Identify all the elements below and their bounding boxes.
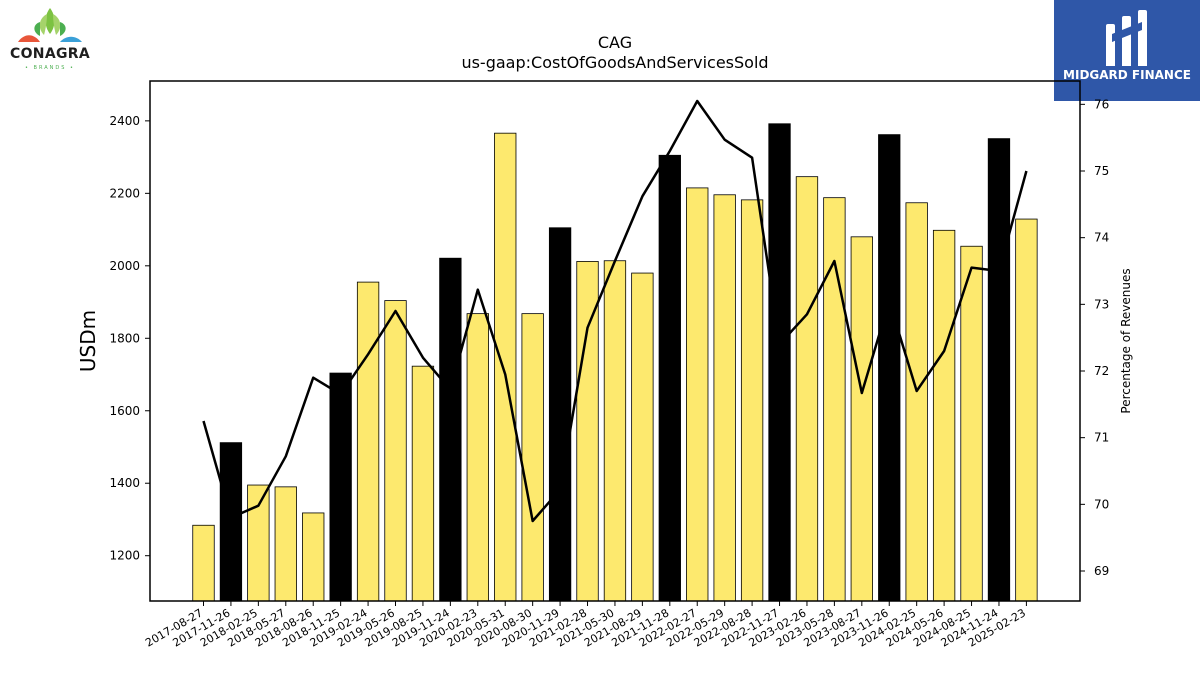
bar-2025-02-23 bbox=[1015, 218, 1038, 602]
bar-2017-11-26 bbox=[219, 442, 243, 602]
bar-2021-05-30 bbox=[603, 260, 627, 602]
bar-2018-02-25 bbox=[247, 484, 270, 602]
midgard-brand-name: MIDGARD FINANCE bbox=[1063, 68, 1191, 82]
y2-tick-label: 70 bbox=[1094, 497, 1109, 511]
bar-2022-11-27 bbox=[768, 123, 791, 602]
conagra-logo: CONAGRA • BRANDS • bbox=[0, 0, 100, 80]
bar-2020-05-31 bbox=[494, 132, 517, 602]
y-axis: 1200 1400 1600 1800 2000 2200 2400 bbox=[109, 114, 150, 563]
y2-tick-label: 71 bbox=[1094, 431, 1109, 445]
chart-title: CAG bbox=[598, 33, 632, 52]
bar-2022-02-27 bbox=[686, 187, 709, 602]
bar-2023-08-27 bbox=[850, 236, 873, 602]
y2-tick-label: 75 bbox=[1094, 164, 1109, 178]
bar-2021-08-29 bbox=[631, 272, 654, 602]
y2-axis-label: Percentage of Revenues bbox=[1119, 268, 1133, 413]
bar-2024-11-24 bbox=[987, 138, 1011, 602]
chart-subtitle: us-gaap:CostOfGoodsAndServicesSold bbox=[461, 53, 768, 72]
bar-2023-05-28 bbox=[823, 197, 846, 602]
y-tick-label: 2000 bbox=[109, 259, 140, 273]
bar-2020-02-23 bbox=[466, 313, 489, 602]
conagra-brand-name: CONAGRA bbox=[10, 46, 90, 62]
bar-2023-11-26 bbox=[878, 134, 901, 602]
bar-2018-11-25 bbox=[329, 372, 352, 602]
bar-2024-05-26 bbox=[932, 229, 956, 602]
bar-2024-02-25 bbox=[905, 202, 928, 602]
y-axis-label: USDm bbox=[76, 310, 100, 372]
line-series bbox=[202, 99, 1028, 523]
bar-2018-05-27 bbox=[274, 486, 297, 602]
bar-2017-08-27 bbox=[192, 524, 215, 602]
midgard-emblem-icon bbox=[1106, 10, 1147, 66]
y2-tick-label: 72 bbox=[1094, 364, 1109, 378]
bar-2022-08-28 bbox=[740, 199, 764, 602]
y-tick-label: 1800 bbox=[109, 331, 140, 345]
y2-axis: 69 70 71 72 73 74 75 76 bbox=[1080, 97, 1109, 578]
y2-tick-label: 73 bbox=[1094, 297, 1109, 311]
bar-2019-05-26 bbox=[384, 300, 407, 602]
bar-2020-08-30 bbox=[521, 313, 544, 602]
y2-tick-label: 74 bbox=[1094, 231, 1109, 245]
bar-2019-02-24 bbox=[356, 281, 380, 602]
y-tick-label: 1200 bbox=[109, 549, 140, 563]
y2-tick-label: 69 bbox=[1094, 564, 1109, 578]
midgard-finance-logo: MIDGARD FINANCE bbox=[1054, 0, 1200, 101]
y2-tick-label: 76 bbox=[1094, 97, 1109, 111]
leaf-logo-icon bbox=[18, 8, 82, 42]
percentage-line bbox=[202, 99, 1028, 523]
bar-series bbox=[192, 123, 1038, 602]
bar-2022-05-29 bbox=[713, 194, 736, 602]
bar-2024-08-25 bbox=[960, 245, 983, 602]
bar-2020-11-29 bbox=[548, 227, 572, 602]
bar-2021-11-28 bbox=[658, 154, 681, 602]
bar-2019-08-25 bbox=[411, 365, 435, 602]
conagra-brand-sub: • BRANDS • bbox=[25, 65, 75, 71]
y-tick-label: 1400 bbox=[109, 476, 140, 490]
bar-2019-11-24 bbox=[439, 257, 462, 602]
x-axis: 2017-08-272017-11-262018-02-252018-05-27… bbox=[143, 601, 1028, 650]
y-tick-label: 2400 bbox=[109, 114, 140, 128]
y-tick-label: 1600 bbox=[109, 404, 140, 418]
y-tick-label: 2200 bbox=[109, 186, 140, 200]
bar-2018-08-26 bbox=[302, 512, 325, 602]
bar-2023-02-26 bbox=[795, 176, 819, 602]
